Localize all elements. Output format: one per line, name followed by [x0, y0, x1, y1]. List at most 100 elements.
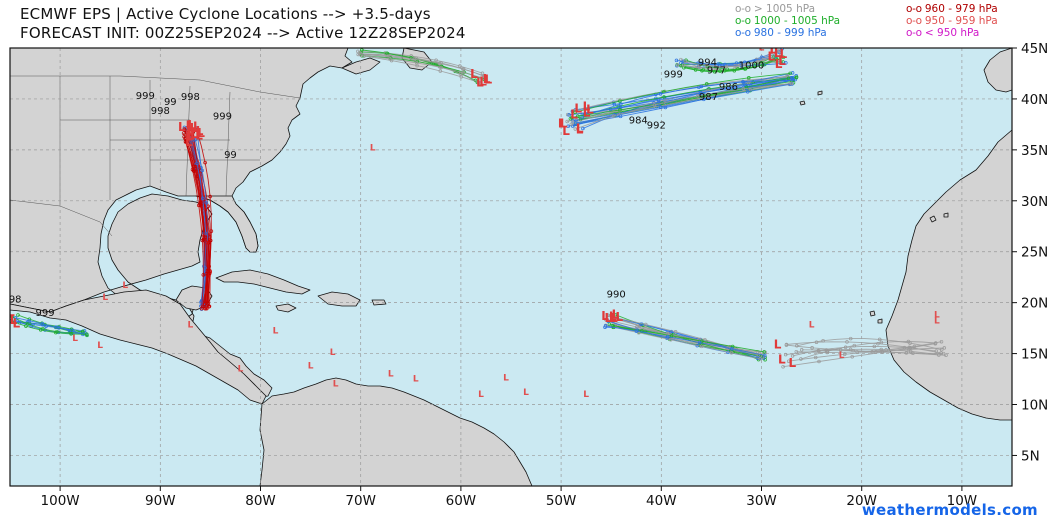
- track-point-east-pacific: [26, 322, 30, 326]
- track-point-east-pacific: [15, 319, 19, 324]
- ensemble-track-north-atlantic: [575, 83, 793, 124]
- legend-mark: o-o: [906, 15, 922, 27]
- track-point-nova-scotia: [458, 64, 462, 68]
- cape-verde: [869, 310, 883, 324]
- legend-mark: o-o: [906, 27, 922, 39]
- pressure-label: 977: [707, 65, 726, 76]
- pressure-label: 998: [181, 92, 200, 103]
- track-point-northeast-atlantic: [674, 58, 679, 63]
- track-point-nova-scotia: [461, 70, 466, 75]
- track-point-helene: [208, 194, 212, 199]
- track-point-north-atlantic: [793, 77, 797, 82]
- legend-label: 950 - 959 hPa: [924, 15, 998, 27]
- low-marker: L: [788, 356, 796, 370]
- track-point-north-atlantic: [656, 98, 661, 102]
- track-point-helene: [197, 203, 201, 208]
- low-marker: L: [196, 124, 204, 138]
- land-layer: [10, 48, 1012, 486]
- low-marker: L: [308, 361, 314, 371]
- low-marker: L: [470, 67, 478, 81]
- low-marker: L: [185, 129, 193, 143]
- track-point-african-coast: [790, 354, 795, 358]
- x-tick-label: 40W: [646, 493, 677, 509]
- pressure-label: 990: [607, 290, 626, 301]
- jamaica: [275, 303, 297, 313]
- track-point-north-atlantic: [573, 110, 577, 114]
- ensemble-track-east-pacific: [15, 317, 84, 335]
- low-marker: L: [178, 120, 186, 134]
- low-marker: L: [586, 103, 594, 117]
- track-point-central-atlantic: [604, 317, 608, 322]
- low-marker: L: [562, 124, 570, 138]
- ensemble-track-northeast-atlantic: [685, 51, 780, 67]
- track-point-central-atlantic: [634, 329, 639, 333]
- track-point-northeast-atlantic: [724, 64, 729, 69]
- low-marker: L: [195, 129, 203, 143]
- track-point-north-atlantic: [574, 121, 578, 125]
- track-point-nova-scotia: [388, 57, 392, 61]
- track-point-northeast-atlantic: [777, 49, 782, 54]
- low-marker: L: [523, 388, 529, 398]
- track-point-central-atlantic: [639, 322, 643, 326]
- track-point-african-coast: [813, 355, 818, 360]
- track-point-east-pacific: [16, 313, 20, 317]
- canary-islands: [929, 212, 949, 223]
- x-tick-label: 80W: [245, 493, 276, 509]
- low-marker: L: [560, 117, 568, 131]
- ensemble-track-north-atlantic: [571, 83, 791, 125]
- track-point-african-coast: [794, 349, 799, 354]
- track-point-nova-scotia: [359, 53, 363, 58]
- track-point-central-atlantic: [603, 324, 608, 328]
- track-point-helene: [205, 269, 210, 273]
- track-point-nova-scotia: [409, 56, 413, 60]
- low-marker: L: [187, 120, 195, 134]
- track-point-nova-scotia: [434, 58, 438, 63]
- north-america-landmass: [10, 48, 353, 399]
- track-point-north-atlantic: [618, 108, 622, 112]
- track-point-helene: [207, 304, 212, 309]
- ensemble-track-nova-scotia: [363, 55, 481, 84]
- track-point-african-coast: [877, 337, 882, 342]
- low-marker: L: [193, 119, 201, 133]
- track-point-north-atlantic: [746, 80, 751, 85]
- track-point-african-coast: [933, 341, 938, 345]
- ensemble-track-northeast-atlantic: [683, 56, 774, 72]
- track-point-central-atlantic: [762, 350, 766, 354]
- track-point-central-atlantic: [634, 325, 639, 329]
- track-point-north-atlantic: [652, 103, 657, 107]
- track-point-north-atlantic: [788, 71, 792, 76]
- x-tick-label: 10W: [947, 493, 978, 509]
- track-point-african-coast: [907, 347, 911, 352]
- low-marker: L: [478, 390, 484, 400]
- legend-label: 980 - 999 hPa: [753, 27, 827, 39]
- track-point-north-atlantic: [741, 87, 746, 91]
- track-point-african-coast: [870, 349, 874, 354]
- track-point-central-atlantic: [668, 337, 673, 342]
- ensemble-track-north-atlantic: [575, 83, 792, 130]
- low-marker: L: [97, 341, 103, 351]
- ensemble-track-central-atlantic: [605, 325, 765, 356]
- ensemble-track-african-coast: [800, 341, 936, 360]
- low-marker: L: [190, 121, 198, 135]
- x-tick-label: 30W: [746, 493, 777, 509]
- ensemble-track-african-coast: [796, 338, 942, 351]
- pressure-label: 999: [136, 91, 155, 102]
- ensemble-track-central-atlantic: [605, 324, 761, 360]
- low-marker: L: [187, 321, 193, 331]
- graticule: [10, 48, 1012, 486]
- ensemble-track-north-atlantic: [582, 77, 793, 115]
- track-point-north-atlantic: [699, 84, 704, 89]
- legend-green: o-o 1000 - 1005 hPa: [735, 15, 840, 27]
- track-point-northeast-atlantic: [781, 55, 786, 60]
- track-point-north-atlantic: [794, 75, 799, 79]
- y-tick-label: 40N: [1021, 92, 1048, 108]
- track-point-african-coast: [939, 351, 943, 355]
- x-tick-label: 90W: [145, 493, 176, 509]
- track-point-helene: [207, 305, 211, 309]
- low-marker: L: [72, 334, 78, 344]
- ensemble-track-east-pacific: [12, 316, 83, 333]
- low-marker: L: [186, 119, 194, 133]
- track-point-central-atlantic: [673, 330, 678, 334]
- track-point-north-atlantic: [569, 122, 574, 127]
- track-point-african-coast: [825, 349, 830, 353]
